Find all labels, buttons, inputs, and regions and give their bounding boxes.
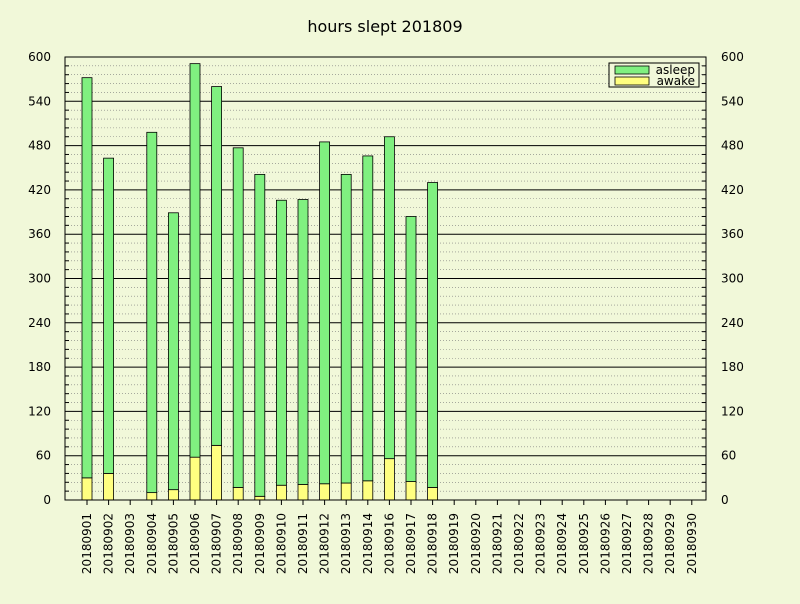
- x-tick-label: 20180920: [469, 513, 483, 574]
- y-tick-label-right: 480: [721, 139, 744, 153]
- bar-asleep: [297, 199, 309, 485]
- x-tick-label: 20180905: [166, 513, 180, 574]
- x-tick-label: 20180925: [577, 513, 591, 574]
- bar-asleep: [254, 173, 266, 497]
- bar-asleep: [81, 77, 93, 479]
- chart-title: hours slept 201809: [307, 17, 462, 36]
- x-tick-label: 20180907: [210, 513, 224, 574]
- legend-swatch-asleep: [614, 65, 650, 75]
- y-tick-label-left: 480: [28, 139, 51, 153]
- bar-awake: [362, 480, 374, 501]
- x-tick-label: 20180929: [663, 513, 677, 574]
- bar-awake: [427, 487, 439, 501]
- x-tick-label: 20180904: [145, 513, 159, 574]
- x-tick-label: 20180914: [361, 513, 375, 574]
- x-tick-label: 20180902: [102, 513, 116, 574]
- x-tick-label: 20180927: [620, 513, 634, 574]
- bar-awake: [103, 473, 114, 501]
- x-tick-label: 20180917: [404, 513, 418, 574]
- x-tick-label: 20180910: [274, 513, 288, 574]
- x-tick-label: 20180912: [318, 513, 332, 574]
- x-tick-label: 20180919: [447, 513, 461, 574]
- bar-awake: [189, 456, 201, 501]
- y-tick-label-left: 240: [28, 316, 51, 330]
- bar-asleep: [146, 131, 158, 494]
- y-tick-label-right: 540: [721, 94, 744, 108]
- legend-label-awake: awake: [657, 74, 695, 88]
- y-tick-label-right: 360: [721, 227, 744, 241]
- bar-awake: [211, 444, 223, 501]
- bar-awake: [340, 482, 352, 501]
- bar-awake: [232, 487, 244, 501]
- bar-awake: [254, 495, 266, 501]
- bar-asleep: [362, 155, 374, 482]
- y-tick-label-left: 0: [43, 493, 51, 507]
- x-tick-label: 20180928: [642, 513, 656, 574]
- y-tick-label-left: 360: [28, 227, 51, 241]
- y-tick-label-left: 300: [28, 272, 51, 286]
- y-tick-label-right: 180: [721, 360, 744, 374]
- x-tick-label: 20180903: [123, 513, 137, 574]
- x-tick-label: 20180908: [231, 513, 245, 574]
- bar-asleep: [340, 173, 352, 484]
- x-tick-label: 20180930: [685, 513, 699, 574]
- x-tick-label: 20180921: [490, 513, 504, 574]
- x-tick-label: 20180926: [598, 513, 612, 574]
- bar-asleep: [319, 141, 331, 485]
- bar-asleep: [232, 147, 244, 488]
- bar-asleep: [167, 212, 179, 491]
- y-tick-label-left: 540: [28, 94, 51, 108]
- legend-swatch-awake: [614, 76, 650, 86]
- y-tick-label-left: 120: [28, 404, 51, 418]
- x-tick-label: 20180906: [188, 513, 202, 574]
- y-tick-label-right: 60: [721, 449, 736, 463]
- y-tick-label-right: 420: [721, 183, 744, 197]
- y-tick-label-right: 600: [721, 50, 744, 64]
- x-tick-label: 20180913: [339, 513, 353, 574]
- x-tick-label: 20180922: [512, 513, 526, 574]
- y-tick-label-right: 300: [721, 272, 744, 286]
- x-tick-label: 20180909: [253, 513, 267, 574]
- bar-asleep: [405, 216, 417, 482]
- bar-awake: [319, 483, 331, 501]
- y-tick-label-left: 60: [36, 449, 51, 463]
- x-tick-label: 20180901: [80, 513, 94, 574]
- y-tick-label-right: 0: [721, 493, 729, 507]
- bar-awake: [81, 477, 93, 501]
- plot-border: [64, 56, 707, 501]
- x-tick-label: 20180916: [382, 513, 396, 574]
- bar-asleep: [383, 136, 395, 460]
- bar-asleep: [275, 199, 287, 486]
- bar-asleep: [427, 182, 439, 488]
- bar-awake: [146, 492, 158, 501]
- bar-awake: [297, 484, 309, 501]
- legend-label-asleep: asleep: [656, 63, 695, 77]
- bar-asleep: [103, 157, 114, 474]
- bar-awake: [167, 489, 179, 501]
- y-tick-label-right: 120: [721, 404, 744, 418]
- x-tick-label: 20180923: [534, 513, 548, 574]
- y-tick-label-right: 240: [721, 316, 744, 330]
- bar-asleep: [189, 63, 201, 458]
- x-tick-label: 20180918: [426, 513, 440, 574]
- bar-awake: [383, 458, 395, 501]
- y-tick-label-left: 600: [28, 50, 51, 64]
- bar-awake: [405, 481, 417, 501]
- bar-awake: [275, 484, 287, 501]
- x-tick-label: 20180911: [296, 513, 310, 574]
- bar-asleep: [211, 86, 223, 446]
- y-tick-label-left: 180: [28, 360, 51, 374]
- y-tick-label-left: 420: [28, 183, 51, 197]
- x-tick-label: 20180924: [555, 513, 569, 574]
